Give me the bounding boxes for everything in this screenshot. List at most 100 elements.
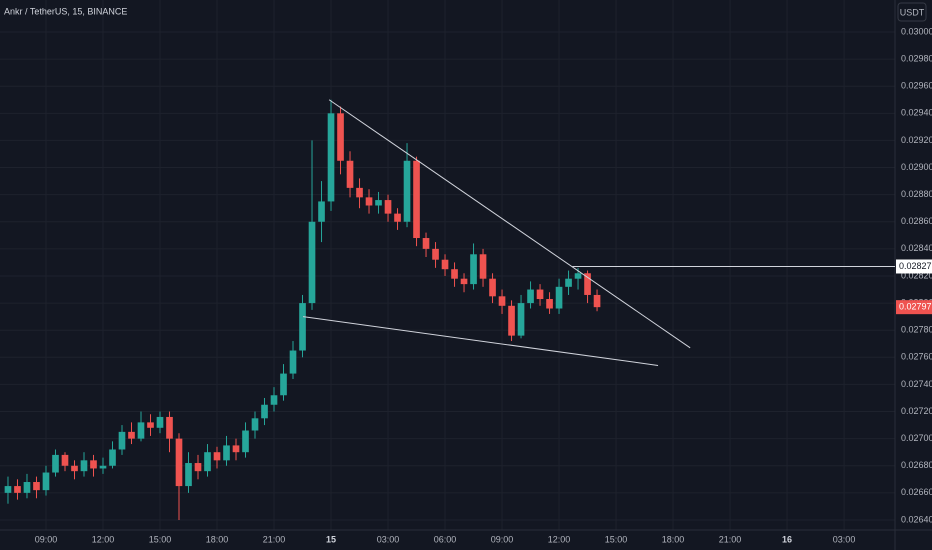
candle-body: [546, 299, 553, 309]
y-tick-label: 0.02820: [901, 270, 932, 280]
candle-body: [441, 259, 449, 270]
x-tick-label: 12:00: [92, 534, 115, 544]
candle-body: [413, 160, 420, 239]
currency-button[interactable]: [897, 2, 927, 22]
candle-body: [204, 452, 211, 472]
y-tick-label: 0.02880: [901, 189, 932, 199]
y-tick-label: 0.02640: [901, 514, 932, 524]
candle-body: [223, 445, 230, 461]
chart-title: Ankr / TetherUS, 15, BINANCE: [4, 6, 127, 16]
y-tick-label: 0.02720: [901, 406, 932, 416]
y-tick-label: 0.02700: [901, 433, 932, 443]
candle-body: [555, 286, 563, 309]
horizontal-line-tag: [896, 259, 932, 274]
x-tick-label: 09:00: [35, 534, 58, 544]
last-price-tag: [896, 300, 932, 315]
candle-body: [61, 454, 69, 466]
trend-line: [328, 99, 691, 349]
candle-body: [508, 305, 515, 336]
candle-body: [14, 486, 21, 493]
x-tick-label: 18:00: [662, 534, 685, 544]
y-tick-label: 0.02680: [901, 460, 932, 470]
candle-body: [118, 431, 126, 450]
candle-body: [147, 422, 154, 428]
candle-body: [52, 454, 59, 473]
candle-body: [337, 113, 344, 161]
candle-body: [527, 289, 534, 304]
candle-body: [80, 460, 88, 472]
candle-body: [128, 431, 135, 439]
candle-body: [4, 486, 12, 493]
candle-body: [479, 254, 487, 279]
x-tick-label: 18:00: [206, 534, 229, 544]
candle-body: [327, 113, 335, 202]
candle-body: [318, 201, 325, 222]
candle-body: [71, 465, 78, 472]
y-tick-label: 0.02660: [901, 487, 932, 497]
candle-body: [356, 187, 363, 198]
candle-body: [489, 278, 496, 297]
candle-body: [33, 482, 40, 491]
currency-label[interactable]: USDT: [900, 7, 925, 17]
candle-body: [394, 213, 401, 222]
x-tick-label: 21:00: [719, 534, 742, 544]
candle-body: [299, 303, 306, 351]
candle-body: [175, 438, 183, 487]
candle-body: [565, 278, 572, 287]
y-tick-label: 0.02960: [901, 81, 932, 91]
x-tick-label: 16: [782, 534, 792, 544]
x-tick-label: 12:00: [548, 534, 571, 544]
candle-body: [99, 465, 107, 469]
x-tick-label: 03:00: [833, 534, 856, 544]
trend-line: [303, 316, 659, 366]
candle-body: [498, 296, 506, 306]
y-tick-label: 0.02920: [901, 135, 932, 145]
last-price-label: 0.02797: [899, 302, 932, 312]
candle-body: [403, 160, 411, 222]
x-tick-label: 21:00: [263, 534, 286, 544]
candle-body: [232, 445, 240, 453]
candle-body: [451, 269, 458, 279]
candle-body: [289, 350, 297, 374]
candle-body: [156, 416, 164, 428]
candle-body: [375, 200, 382, 206]
candle-body: [280, 373, 287, 396]
y-tick-label: 0.02900: [901, 162, 932, 172]
candle-body: [517, 303, 525, 336]
x-tick-label: 09:00: [491, 534, 514, 544]
candle-body: [166, 416, 173, 439]
candle-body: [194, 463, 202, 472]
candle-body: [365, 197, 373, 206]
candle-body: [23, 482, 31, 493]
x-tick-label: 15: [326, 534, 336, 544]
candle-body: [185, 463, 192, 487]
candle-body: [109, 449, 116, 466]
candle-body: [574, 273, 582, 279]
candle-body: [584, 273, 591, 295]
candle-body: [460, 278, 468, 285]
candle-body: [432, 248, 439, 260]
candle-body: [213, 452, 221, 461]
candle-body: [270, 395, 278, 405]
y-tick-label: 0.02940: [901, 108, 932, 118]
y-tick-label: 0.02760: [901, 352, 932, 362]
candle-body: [137, 422, 145, 439]
y-tick-label: 0.02980: [901, 53, 932, 63]
candle-body: [261, 404, 268, 419]
x-tick-label: 06:00: [434, 534, 457, 544]
candle-body: [422, 238, 430, 249]
y-tick-label: 0.02860: [901, 216, 932, 226]
horizontal-line-label: 0.02827: [899, 261, 932, 271]
candle-body: [42, 472, 50, 491]
x-tick-label: 03:00: [377, 534, 400, 544]
candle-body: [308, 221, 316, 304]
y-tick-label: 0.02740: [901, 379, 932, 389]
x-tick-label: 15:00: [605, 534, 628, 544]
y-tick-label: 0.02840: [901, 243, 932, 253]
candle-body: [470, 254, 477, 285]
plot: [0, 0, 895, 530]
candle-body: [593, 294, 601, 308]
candle-body: [536, 289, 544, 300]
